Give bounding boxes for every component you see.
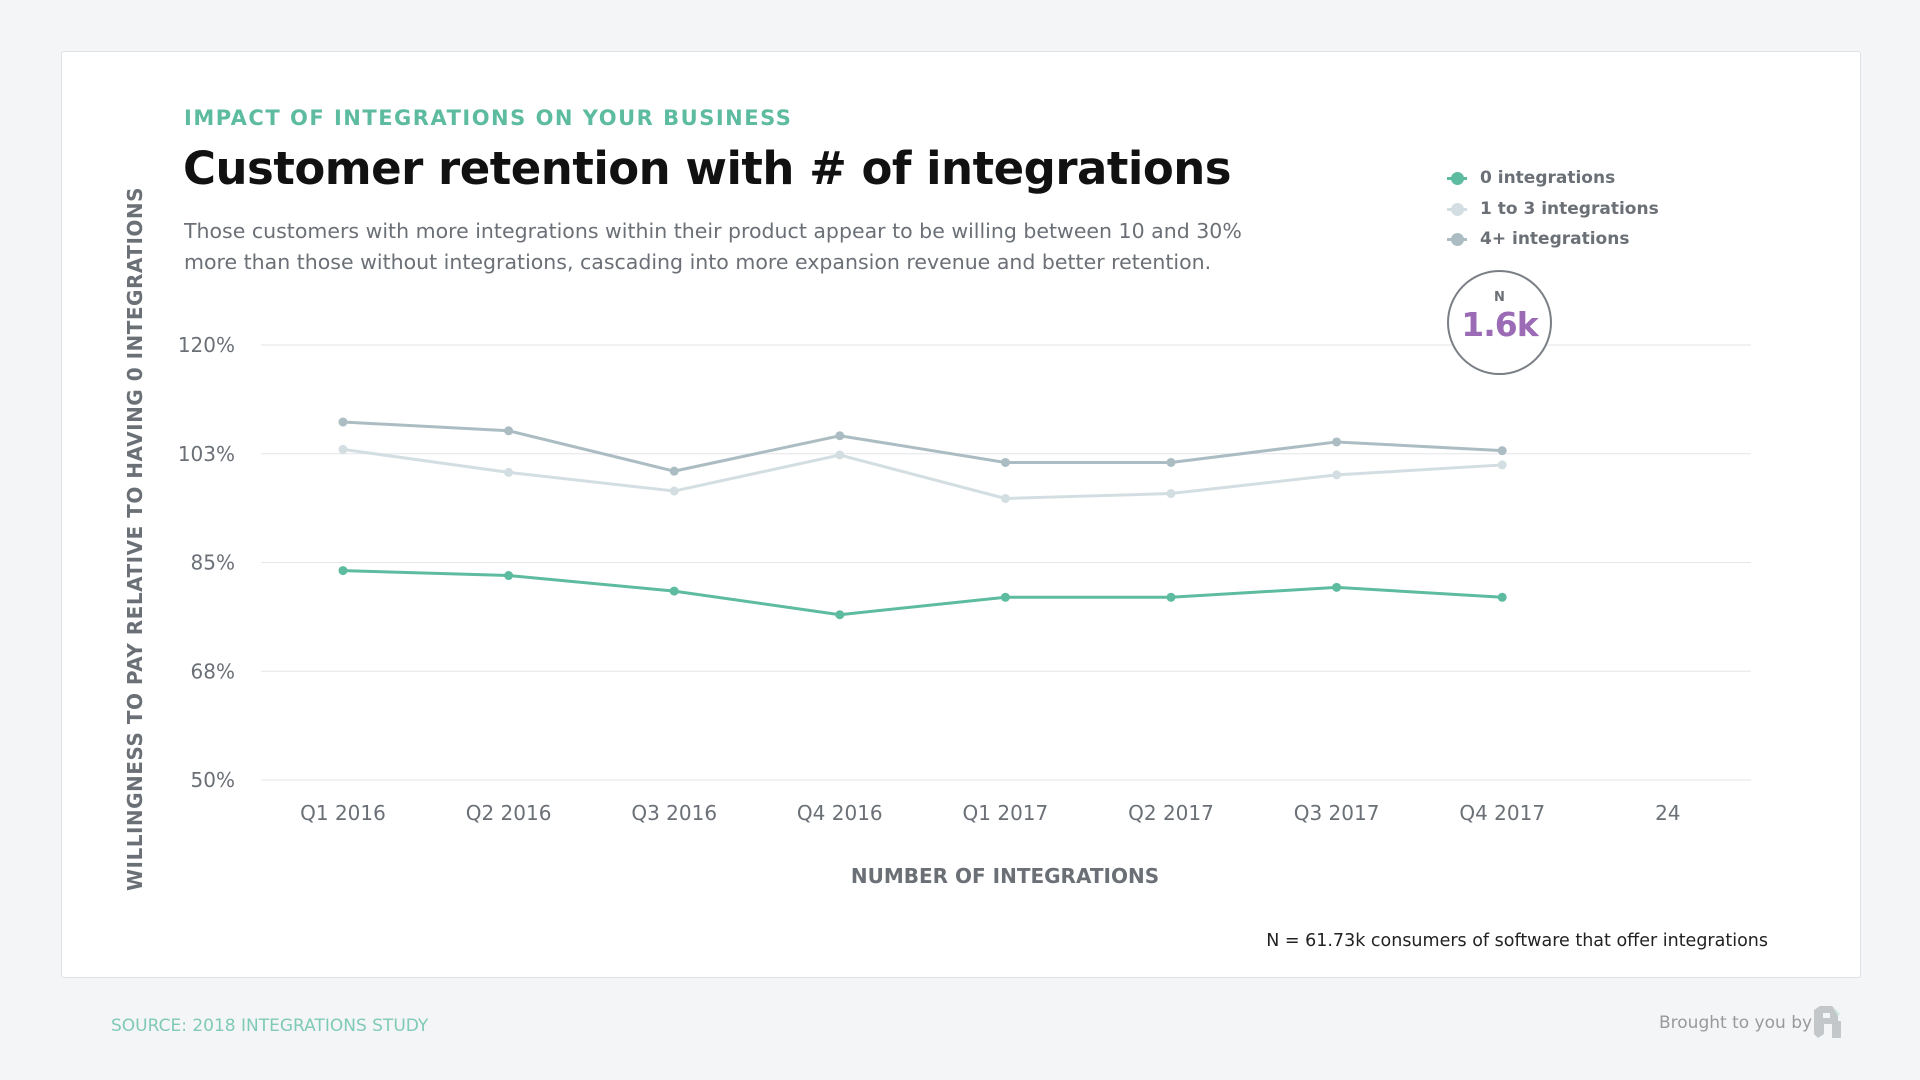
legend-label: 4+ integrations [1480, 229, 1630, 250]
data-point [338, 417, 348, 427]
y-tick-label: 68% [191, 659, 235, 683]
data-point [1497, 446, 1507, 456]
badge-label: N [1494, 290, 1505, 305]
data-point [1332, 582, 1342, 592]
x-tick-label: Q1 2017 [963, 801, 1049, 825]
brand-logo-icon [1814, 1006, 1841, 1038]
data-point [1497, 460, 1507, 470]
legend-label: 1 to 3 integrations [1480, 198, 1659, 219]
badge-value: 1.6k [1461, 305, 1538, 344]
x-tick-label: Q4 2016 [797, 801, 883, 825]
brought-by-text: Brought to you by [1659, 1013, 1813, 1033]
data-point [1497, 592, 1507, 602]
data-point [338, 444, 348, 454]
data-point [1332, 470, 1342, 480]
legend-label: 0 integrations [1480, 168, 1616, 189]
x-tick-label: Q3 2017 [1294, 801, 1380, 825]
chart-subtitle: Those customers with more integrations w… [184, 219, 1242, 274]
legend-item: 1 to 3 integrations [1447, 194, 1659, 225]
sample-note: N = 61.73k consumers of software that of… [1266, 931, 1768, 951]
x-tick-label: 24 [1655, 801, 1680, 825]
data-point [504, 426, 514, 436]
x-axis-label: NUMBER OF INTEGRATIONS [850, 864, 1160, 888]
data-point [504, 467, 514, 477]
y-tick-label: 103% [178, 442, 235, 466]
legend-marker-icon [1447, 232, 1467, 247]
legend-item: 4+ integrations [1447, 224, 1659, 255]
data-point [669, 486, 679, 496]
source-text: SOURCE: 2018 INTEGRATIONS STUDY [111, 1016, 429, 1036]
data-point [1000, 457, 1010, 467]
sample-size-badge: N 1.6k [1447, 270, 1552, 375]
data-point [1166, 457, 1176, 467]
chart-eyebrow: IMPACT OF INTEGRATIONS ON YOUR BUSINESS [184, 106, 793, 130]
data-point [1332, 437, 1342, 447]
y-tick-label: 85% [191, 551, 235, 575]
y-tick-label: 50% [191, 768, 235, 792]
legend-marker-icon [1447, 202, 1467, 216]
series-line [342, 447, 1503, 500]
data-point [669, 586, 679, 596]
data-point [835, 431, 845, 441]
data-point [1166, 489, 1176, 499]
series-line [342, 420, 1503, 473]
chart-title: Customer retention with # of integration… [183, 142, 1232, 195]
legend-marker-icon [1447, 171, 1467, 186]
data-point [835, 450, 845, 460]
legend: 0 integrations 1 to 3 integrations 4+ in… [1447, 163, 1659, 255]
data-point [669, 466, 679, 476]
x-tick-label: Q2 2016 [466, 801, 552, 825]
series-line [342, 569, 1503, 617]
data-point [1166, 592, 1176, 602]
x-tick-label: Q4 2017 [1459, 801, 1545, 825]
data-point [1000, 592, 1010, 602]
data-point [338, 566, 348, 576]
chart-card [61, 51, 1861, 978]
y-tick-label: 120% [178, 333, 235, 357]
data-point [1000, 493, 1010, 503]
x-tick-label: Q3 2016 [631, 801, 717, 825]
data-point [835, 610, 845, 620]
data-point [504, 571, 514, 581]
x-tick-label: Q2 2017 [1128, 801, 1214, 825]
legend-item: 0 integrations [1447, 163, 1659, 194]
x-tick-label: Q1 2016 [300, 801, 386, 825]
